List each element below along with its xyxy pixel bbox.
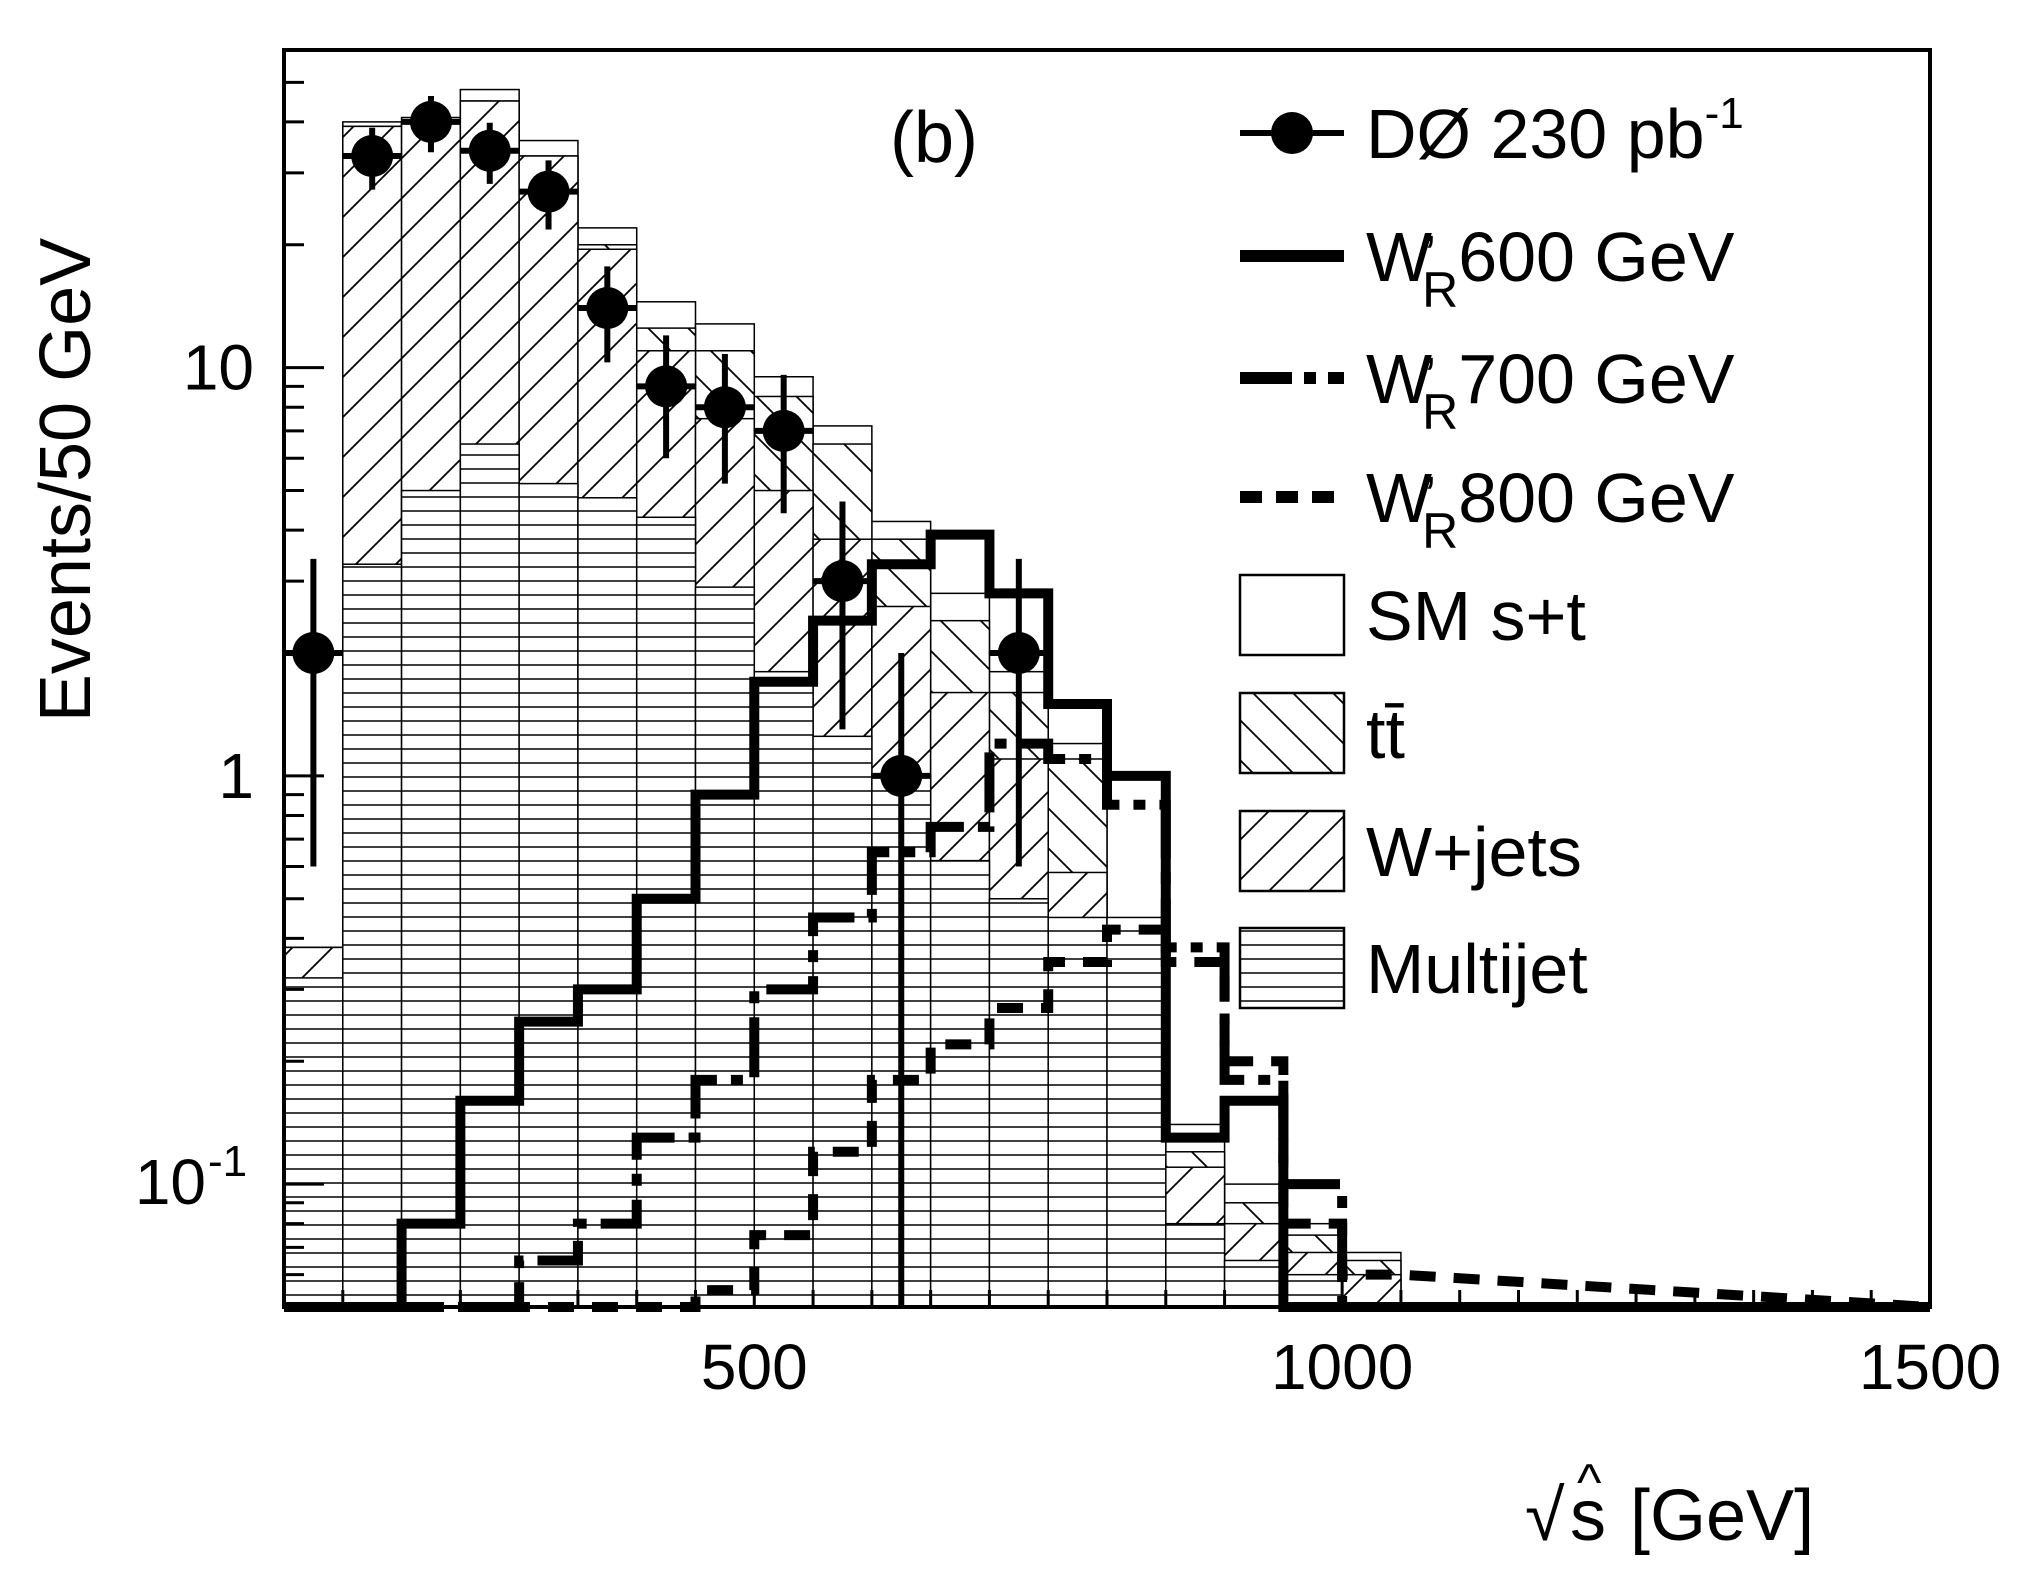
data-point — [518, 160, 579, 230]
x-tick-label: 500 — [701, 1331, 808, 1403]
data-points — [283, 95, 1049, 1307]
legend-entry-data: DØ 230 pb-1 — [1240, 89, 1744, 173]
x-axis-variable: s — [1570, 1476, 1606, 1556]
x-tick-label: 1000 — [1271, 1331, 1413, 1403]
data-point — [988, 558, 1049, 867]
data-marker — [527, 170, 570, 213]
signal-line-700 — [284, 738, 1930, 1312]
data-point — [753, 374, 814, 514]
stack-bar — [577, 497, 638, 1308]
data-point — [812, 501, 873, 730]
stack-bar — [812, 735, 873, 1308]
data-marker — [645, 365, 688, 408]
y-tick-label: 1 — [218, 740, 254, 812]
legend: DØ 230 pb-1 W’ R600 GeV W’ R700 GeV W’ R800 Ge… — [1238, 89, 1744, 1010]
data-point — [400, 95, 461, 153]
legend-entry-solid: W’ R600 GeV — [1240, 218, 1735, 318]
stack-bar — [1047, 916, 1108, 1308]
y-tick-label: 10 — [183, 332, 254, 404]
data-point — [871, 652, 932, 1307]
x-axis-unit: [GeV] — [1610, 1476, 1814, 1556]
data-point — [636, 335, 697, 459]
data-marker — [762, 409, 805, 452]
stack-bar — [929, 859, 991, 1308]
legend-label: W+jets — [1366, 813, 1582, 891]
legend-swatch — [1238, 573, 1346, 657]
legend-label: W’ R700 GeV — [1366, 340, 1735, 440]
data-point — [459, 122, 520, 184]
stack-bar — [283, 977, 344, 1308]
legend-label: W’ R800 GeV — [1366, 459, 1735, 559]
panel-label: (b) — [890, 98, 978, 178]
data-point — [577, 266, 638, 363]
legend-label: tt̄ — [1366, 695, 1405, 773]
stack-bar — [1223, 1259, 1285, 1308]
legend-entry-fwdhatch: W+jets — [1238, 809, 1582, 893]
legend-marker — [1271, 112, 1313, 154]
data-marker — [880, 754, 923, 797]
legend-swatch — [1238, 809, 1346, 893]
y-tick-exponent: -1 — [208, 1137, 247, 1186]
legend-entry-dashed: W’ R800 GeV — [1240, 459, 1735, 559]
data-point — [694, 354, 755, 484]
data-point — [283, 558, 344, 867]
data-marker — [292, 631, 335, 674]
x-axis-hat: ^ — [1577, 1454, 1602, 1512]
stack-bar — [1165, 1222, 1226, 1308]
y-axis-title: Events/50 GeV — [26, 238, 106, 722]
data-marker — [351, 134, 394, 177]
data-point — [342, 127, 403, 190]
legend-entry-hhatch: Multijet — [1238, 926, 1588, 1010]
data-marker — [703, 386, 746, 429]
legend-entry-backhatch: tt̄ — [1238, 691, 1405, 775]
legend-label: W’ R600 GeV — [1366, 218, 1735, 318]
stack-bar — [459, 443, 520, 1308]
data-marker — [586, 287, 629, 330]
stack-bar — [988, 898, 1049, 1308]
y-tick-label: 10 — [135, 1146, 206, 1218]
legend-label: DØ 230 pb-1 — [1366, 89, 1744, 173]
legend-entry-dashdot: W’ R700 GeV — [1240, 340, 1735, 440]
legend-label: SM s+t — [1366, 577, 1586, 655]
stack-bar — [1106, 916, 1167, 1308]
x-axis-radical: √ — [1525, 1476, 1565, 1556]
x-axis-title: √ s ^ [GeV] — [1525, 1454, 1814, 1556]
legend-swatch — [1238, 926, 1346, 1010]
legend-swatch — [1238, 691, 1346, 775]
stack-bar — [342, 563, 403, 1308]
data-marker — [409, 100, 452, 143]
legend-entry-open: SM s+t — [1238, 573, 1586, 657]
data-marker — [821, 560, 864, 603]
stack-bar — [635, 516, 697, 1308]
data-marker — [997, 631, 1040, 674]
x-tick-label: 1500 — [1859, 1331, 2001, 1403]
stack-bar — [518, 482, 579, 1308]
data-marker — [468, 129, 511, 172]
stack-bar — [694, 586, 756, 1308]
legend-label: Multijet — [1366, 930, 1588, 1008]
signal-line-600 — [284, 529, 1930, 1312]
stack-bar — [400, 489, 462, 1308]
